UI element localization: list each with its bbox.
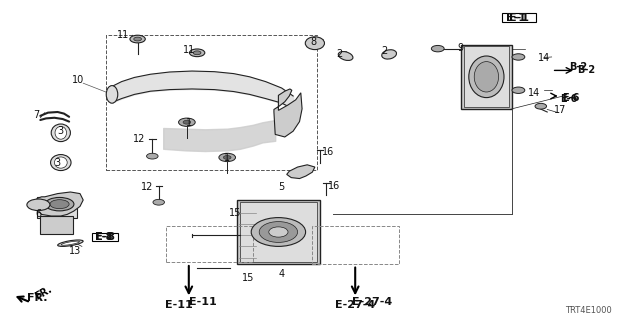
Ellipse shape	[474, 61, 499, 92]
Text: 1: 1	[224, 153, 230, 164]
Ellipse shape	[381, 50, 397, 59]
Ellipse shape	[58, 240, 83, 246]
Bar	[464, 46, 509, 107]
Text: 12: 12	[133, 134, 146, 144]
Text: 3: 3	[58, 126, 64, 136]
Ellipse shape	[269, 227, 288, 237]
Text: 15: 15	[229, 208, 242, 218]
Text: 7: 7	[33, 110, 40, 120]
Text: 9: 9	[458, 43, 464, 53]
Text: 4: 4	[278, 268, 285, 279]
Circle shape	[431, 45, 444, 52]
Circle shape	[27, 199, 50, 211]
Text: 2: 2	[336, 49, 342, 60]
Circle shape	[512, 87, 525, 93]
Ellipse shape	[339, 52, 353, 60]
Circle shape	[223, 156, 231, 159]
Circle shape	[183, 120, 191, 124]
Ellipse shape	[106, 86, 118, 103]
Circle shape	[147, 153, 158, 159]
Text: B-2: B-2	[570, 62, 588, 72]
Text: 10: 10	[72, 75, 84, 85]
Ellipse shape	[51, 124, 70, 142]
Bar	[240, 202, 317, 262]
Ellipse shape	[251, 218, 306, 246]
Bar	[40, 216, 73, 234]
Polygon shape	[35, 192, 83, 216]
Text: E-11: E-11	[189, 297, 216, 308]
Text: E-8: E-8	[95, 232, 115, 242]
Text: E-6: E-6	[560, 94, 577, 104]
Text: 14: 14	[528, 88, 541, 98]
Bar	[166, 226, 253, 262]
Text: 1: 1	[186, 118, 192, 128]
Ellipse shape	[45, 197, 74, 211]
Ellipse shape	[50, 200, 69, 209]
Circle shape	[134, 37, 141, 41]
Text: TRT4E1000: TRT4E1000	[565, 306, 612, 315]
Polygon shape	[274, 89, 302, 137]
Text: E-1: E-1	[509, 13, 529, 23]
Text: E-27-4: E-27-4	[352, 297, 392, 308]
Text: 3: 3	[54, 158, 61, 168]
Circle shape	[512, 54, 525, 60]
Ellipse shape	[54, 157, 67, 168]
Text: B-2: B-2	[577, 65, 595, 76]
Text: E-11: E-11	[165, 300, 193, 310]
Text: FR.: FR.	[33, 284, 54, 302]
Text: 17: 17	[554, 105, 566, 116]
Text: 5: 5	[278, 182, 285, 192]
Bar	[237, 200, 320, 264]
Circle shape	[153, 199, 164, 205]
Ellipse shape	[55, 126, 67, 139]
Bar	[106, 35, 317, 170]
Circle shape	[193, 51, 201, 55]
Text: 16: 16	[321, 147, 334, 157]
Circle shape	[535, 103, 547, 109]
Ellipse shape	[259, 222, 298, 243]
Text: 8: 8	[310, 36, 317, 47]
Ellipse shape	[305, 37, 324, 50]
Bar	[37, 197, 77, 218]
Text: E-8: E-8	[95, 232, 112, 242]
Circle shape	[179, 118, 195, 126]
Text: 12: 12	[141, 182, 154, 192]
Text: 16: 16	[328, 180, 340, 191]
Text: 6: 6	[35, 209, 42, 220]
Bar	[461, 45, 512, 109]
Text: 13: 13	[69, 246, 82, 256]
Text: 14: 14	[538, 52, 550, 63]
Bar	[502, 13, 536, 22]
Circle shape	[130, 35, 145, 43]
Circle shape	[189, 49, 205, 57]
Text: E-27-4: E-27-4	[335, 300, 375, 310]
Ellipse shape	[51, 155, 71, 171]
Ellipse shape	[468, 56, 504, 98]
Text: 2: 2	[381, 46, 387, 56]
Text: E-1: E-1	[506, 12, 525, 23]
Circle shape	[219, 153, 236, 162]
Text: 11: 11	[182, 44, 195, 55]
Text: 15: 15	[242, 273, 255, 284]
Text: E-6: E-6	[562, 92, 579, 103]
Ellipse shape	[61, 241, 79, 245]
Bar	[312, 226, 399, 264]
Text: 11: 11	[117, 30, 130, 40]
Text: FR.: FR.	[27, 293, 47, 303]
Bar	[92, 233, 118, 241]
Polygon shape	[287, 165, 315, 179]
